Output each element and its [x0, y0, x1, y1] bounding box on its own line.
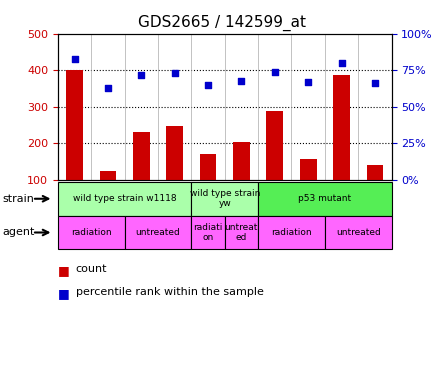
Point — [372, 81, 379, 87]
Bar — [300, 159, 316, 217]
Bar — [200, 154, 216, 217]
Text: radiation: radiation — [271, 228, 312, 237]
Point — [171, 70, 178, 76]
Text: untreated: untreated — [136, 228, 180, 237]
Text: ■: ■ — [58, 287, 69, 300]
Bar — [233, 142, 250, 217]
Bar — [166, 126, 183, 217]
Text: count: count — [76, 264, 107, 274]
Text: radiation: radiation — [71, 228, 112, 237]
Bar — [267, 111, 283, 217]
Point — [205, 82, 212, 88]
Text: p53 mutant: p53 mutant — [298, 194, 352, 203]
Point — [104, 85, 111, 91]
Text: untreated: untreated — [336, 228, 380, 237]
Point — [338, 60, 345, 66]
Text: radiati
on: radiati on — [193, 223, 223, 242]
Bar — [100, 171, 116, 217]
Bar — [66, 70, 83, 217]
Point — [305, 79, 312, 85]
Text: strain: strain — [2, 194, 34, 204]
Text: ■: ■ — [58, 264, 69, 278]
Text: agent: agent — [2, 228, 35, 237]
Bar — [133, 132, 150, 217]
Bar — [367, 165, 383, 217]
Point — [138, 72, 145, 78]
Text: percentile rank within the sample: percentile rank within the sample — [76, 287, 263, 297]
Text: untreat
ed: untreat ed — [225, 223, 258, 242]
Point — [238, 78, 245, 84]
Bar — [333, 75, 350, 217]
Text: wild type strain w1118: wild type strain w1118 — [73, 194, 176, 203]
Text: wild type strain
yw: wild type strain yw — [190, 189, 260, 209]
Point — [271, 69, 279, 75]
Text: GDS2665 / 142599_at: GDS2665 / 142599_at — [138, 15, 307, 31]
Point — [71, 56, 78, 62]
